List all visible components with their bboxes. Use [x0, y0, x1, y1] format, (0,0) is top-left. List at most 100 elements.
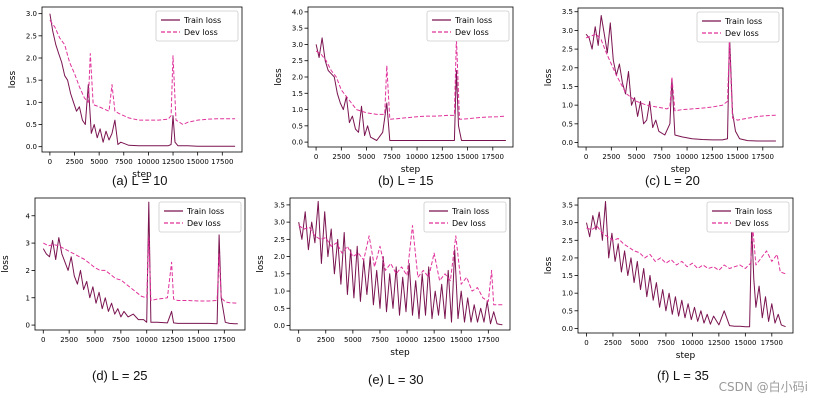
- y-tick-label: 3.0: [292, 41, 303, 49]
- y-tick-label: 0.5: [26, 121, 37, 129]
- y-tick-label: 0.5: [292, 122, 303, 130]
- x-axis-label: step: [671, 165, 691, 175]
- legend-dev-label: Dev loss: [184, 28, 218, 37]
- chart-panel-3: 0 2500 5000 7500 10000 12500 15000 17500 0.0 0.5 1…: [544, 7, 784, 175]
- panel-caption: (e) L = 30: [368, 372, 424, 387]
- chart-panel-4: 0 2500 5000 7500 10000 12500 15000 17500 0 1 2 3 4 lo…: [1, 197, 246, 344]
- chart-panel-5: 0 2500 5000 7500 10000 12500 15000 17500 0.0 0.5 1…: [256, 197, 511, 358]
- chart-panel-2: 0 2500 5000 7500 10000 12500 15000 17500 0.0 0.5 1…: [274, 6, 514, 175]
- x-tick-label: 17500: [752, 153, 774, 161]
- y-tick-label: 3.0: [274, 219, 285, 227]
- x-tick-label: 12500: [161, 336, 183, 344]
- plot-frame: [34, 197, 246, 331]
- train-loss-line: [42, 201, 238, 325]
- x-tick-label: 17500: [482, 153, 504, 161]
- x-tick-label: 7500: [653, 153, 671, 161]
- x-tick-label: 5000: [631, 339, 649, 347]
- y-tick-label: 0.0: [26, 143, 37, 151]
- y-tick-label: 1.0: [26, 99, 37, 107]
- legend-box: [426, 10, 510, 42]
- y-tick-label: 0.5: [562, 120, 573, 128]
- dev-loss-line: [585, 33, 776, 121]
- y-tick-label: 1.5: [274, 270, 285, 278]
- y-tick-label: 2.0: [292, 74, 303, 82]
- x-tick-label: 7500: [657, 339, 675, 347]
- legend: Train loss Dev loss: [696, 11, 780, 43]
- train-loss-line: [586, 201, 786, 328]
- y-tick-label: 3.0: [562, 219, 573, 227]
- x-tick-label: 17500: [761, 339, 783, 347]
- legend-box: [696, 11, 780, 43]
- panel-caption: (d) L = 25: [92, 368, 148, 383]
- y-tick-label: 1.0: [274, 288, 285, 296]
- dev-loss-line: [315, 37, 506, 120]
- x-tick-label: 15000: [456, 153, 478, 161]
- x-tick-label: 10000: [681, 339, 703, 347]
- panel-caption: (f) L = 35: [657, 368, 709, 383]
- legend: Train loss Dev loss: [158, 201, 242, 233]
- plot-frame: [289, 197, 511, 331]
- y-tick-label: 0.5: [562, 307, 573, 315]
- y-tick-label: 1.5: [26, 77, 37, 85]
- y-axis-label: loss: [544, 68, 554, 86]
- legend-dev-label: Dev loss: [187, 219, 221, 228]
- legend: Train loss Dev loss: [706, 201, 790, 233]
- x-tick-label: 7500: [115, 158, 133, 166]
- x-tick-label: 17500: [211, 158, 233, 166]
- x-tick-label: 0: [584, 339, 588, 347]
- legend-dev-label: Dev loss: [455, 28, 489, 37]
- x-tick-label: 2500: [66, 158, 84, 166]
- x-tick-label: 2500: [60, 336, 78, 344]
- legend-dev-label: Dev loss: [725, 29, 759, 38]
- y-tick-label: 2.5: [562, 237, 573, 245]
- x-axis-label: step: [401, 165, 421, 175]
- x-axis-label: step: [390, 348, 410, 358]
- y-tick-label: 2.0: [26, 54, 37, 62]
- y-tick-label: 3.0: [26, 10, 37, 18]
- x-tick-label: 12500: [708, 339, 730, 347]
- panel-caption: (b) L = 15: [378, 173, 434, 188]
- y-tick-label: 2.0: [562, 64, 573, 72]
- x-tick-label: 10000: [396, 336, 418, 344]
- y-tick-label: 2.0: [562, 254, 573, 262]
- x-tick-label: 2500: [604, 339, 622, 347]
- y-tick-label: 0.0: [292, 139, 303, 147]
- y-tick-label: 1.0: [292, 106, 303, 114]
- legend-train-label: Train loss: [454, 16, 492, 25]
- y-axis-label: loss: [1, 255, 11, 273]
- y-tick-label: 2.5: [562, 46, 573, 54]
- legend: Train loss Dev loss: [426, 10, 510, 42]
- legend-box: [158, 201, 242, 233]
- legend: Train loss Dev loss: [155, 10, 239, 42]
- y-tick-label: 1: [26, 294, 30, 302]
- y-tick-label: 4.0: [292, 8, 303, 16]
- legend-dev-label: Dev loss: [452, 219, 486, 228]
- x-tick-label: 12500: [423, 336, 445, 344]
- train-loss-line: [298, 200, 503, 326]
- y-axis-label: loss: [8, 70, 18, 88]
- y-tick-label: 2.0: [274, 253, 285, 261]
- x-tick-label: 15000: [187, 336, 209, 344]
- legend-train-label: Train loss: [451, 207, 489, 216]
- x-tick-label: 5000: [628, 153, 646, 161]
- y-tick-label: 0.0: [274, 322, 285, 330]
- x-tick-label: 7500: [371, 336, 389, 344]
- dev-loss-line: [43, 237, 238, 304]
- x-axis-label: step: [132, 170, 152, 180]
- y-tick-label: 3.5: [274, 201, 285, 209]
- y-axis-label: loss: [274, 68, 284, 86]
- y-tick-label: 1.5: [562, 272, 573, 280]
- legend-box: [423, 201, 507, 233]
- y-tick-label: 3.5: [562, 8, 573, 16]
- x-tick-label: 5000: [86, 336, 104, 344]
- x-tick-label: 5000: [344, 336, 362, 344]
- plot-frame: [41, 6, 243, 153]
- x-tick-label: 17500: [477, 336, 499, 344]
- x-tick-label: 7500: [383, 153, 401, 161]
- panel-caption: (a) L = 10: [112, 173, 168, 188]
- x-tick-label: 5000: [90, 158, 108, 166]
- legend: Train loss Dev loss: [423, 201, 507, 233]
- y-tick-label: 1.5: [562, 83, 573, 91]
- y-tick-label: 1.5: [292, 90, 303, 98]
- panel-caption: (c) L = 20: [645, 173, 700, 188]
